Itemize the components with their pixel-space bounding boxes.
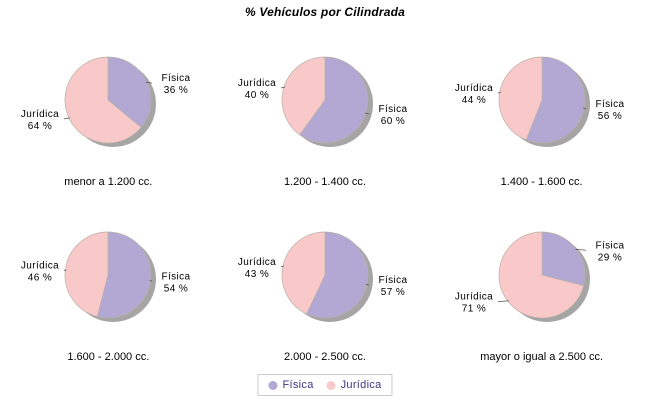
slice-label-value: 64 % [28,121,52,132]
legend-item-juridica: Jurídica [326,379,382,391]
slice-label-name: Física [162,73,191,84]
label-leader-line [280,265,285,268]
slice-label-name: Física [595,99,624,110]
pie-row-1: Física 36 % Jurídica 64 % menor a 1.200 cc.… [0,30,650,188]
pie-slice-fisica [107,56,152,128]
label-leader-line [365,283,370,286]
slice-label-name: Jurídica [238,78,276,89]
slice-label-name: Jurídica [21,261,59,272]
slice-label-value: 57 % [381,287,405,298]
pie-cell-menor-a-1200: Física 36 % Jurídica 64 % menor a 1.200 cc. [0,30,217,188]
slice-label-value: 44 % [461,95,485,106]
pie-cell-1600-2000: Física 54 % Jurídica 46 % 1.600 - 2.000 cc. [0,205,217,363]
pie-caption: 1.200 - 1.400 cc. [284,176,366,188]
pie-slice-juridica [65,231,109,318]
label-leader-line [582,107,586,110]
slice-label-name: Física [378,275,407,286]
slice-label-value: 40 % [245,90,269,101]
pie-slice-fisica [541,231,585,287]
label-leader-line [364,112,370,115]
label-leader-line [64,269,67,272]
slice-label-name: Física [595,240,624,251]
pie-cell-2000-2500: Física 57 % Jurídica 43 % 2.000 - 2.500 cc. [217,205,434,363]
slice-label-value: 71 % [461,304,485,315]
legend-marker-juridica-icon [326,380,336,390]
pie-caption: 2.000 - 2.500 cc. [284,351,366,363]
slice-label-name: Física [162,271,191,282]
pie-caption: 1.600 - 2.000 cc. [67,351,150,363]
label-leader-line [497,91,501,94]
slice-label-name: Jurídica [238,257,276,268]
slice-label-value: 29 % [597,252,621,263]
slice-label-value: 46 % [28,273,52,284]
pie-slice-juridica [281,231,326,315]
slice-label-name: Jurídica [21,109,59,120]
legend-label-fisica: Física [282,379,314,391]
pie-cell-1400-1600: Física 56 % Jurídica 44 % 1.400 - 1.600 cc. [433,30,650,188]
slice-label-name: Jurídica [455,83,493,94]
slice-label-value: 43 % [245,269,269,280]
label-leader-line [574,248,586,251]
label-leader-line [64,117,71,120]
pie-cell-mayor-2500: Física 29 % Jurídica 71 % mayor o igual a 2… [433,205,650,363]
legend-item-fisica: Física [268,379,313,391]
pie-slice-juridica [498,231,584,319]
pie-caption: menor a 1.200 cc. [64,176,153,188]
slice-label-value: 54 % [164,283,188,294]
pie-caption: 1.400 - 1.600 cc. [500,176,583,188]
pie-caption: mayor o igual a 2.500 cc. [480,351,604,363]
pie-cell-1200-1400: Física 60 % Jurídica 40 % 1.200 - 1.400 cc. [217,30,434,188]
chart-legend: Física Jurídica [257,374,393,396]
slice-label-name: Física [378,104,407,115]
legend-marker-fisica-icon [268,380,278,390]
slice-label-name: Jurídica [455,292,493,303]
legend-label-juridica: Jurídica [340,379,382,391]
label-leader-line [497,300,509,303]
slice-label-value: 36 % [164,85,188,96]
pie-row-2: Física 54 % Jurídica 46 % 1.600 - 2.000 cc.… [0,205,650,363]
chart-title: % Vehículos por Cilindrada [244,5,406,19]
label-leader-line [280,86,286,89]
slice-label-value: 56 % [597,111,621,122]
label-leader-line [146,81,153,84]
pie-slice-juridica [281,56,326,136]
slice-label-value: 60 % [381,116,405,127]
pie-slice-juridica [498,56,542,141]
label-leader-line [149,279,153,282]
